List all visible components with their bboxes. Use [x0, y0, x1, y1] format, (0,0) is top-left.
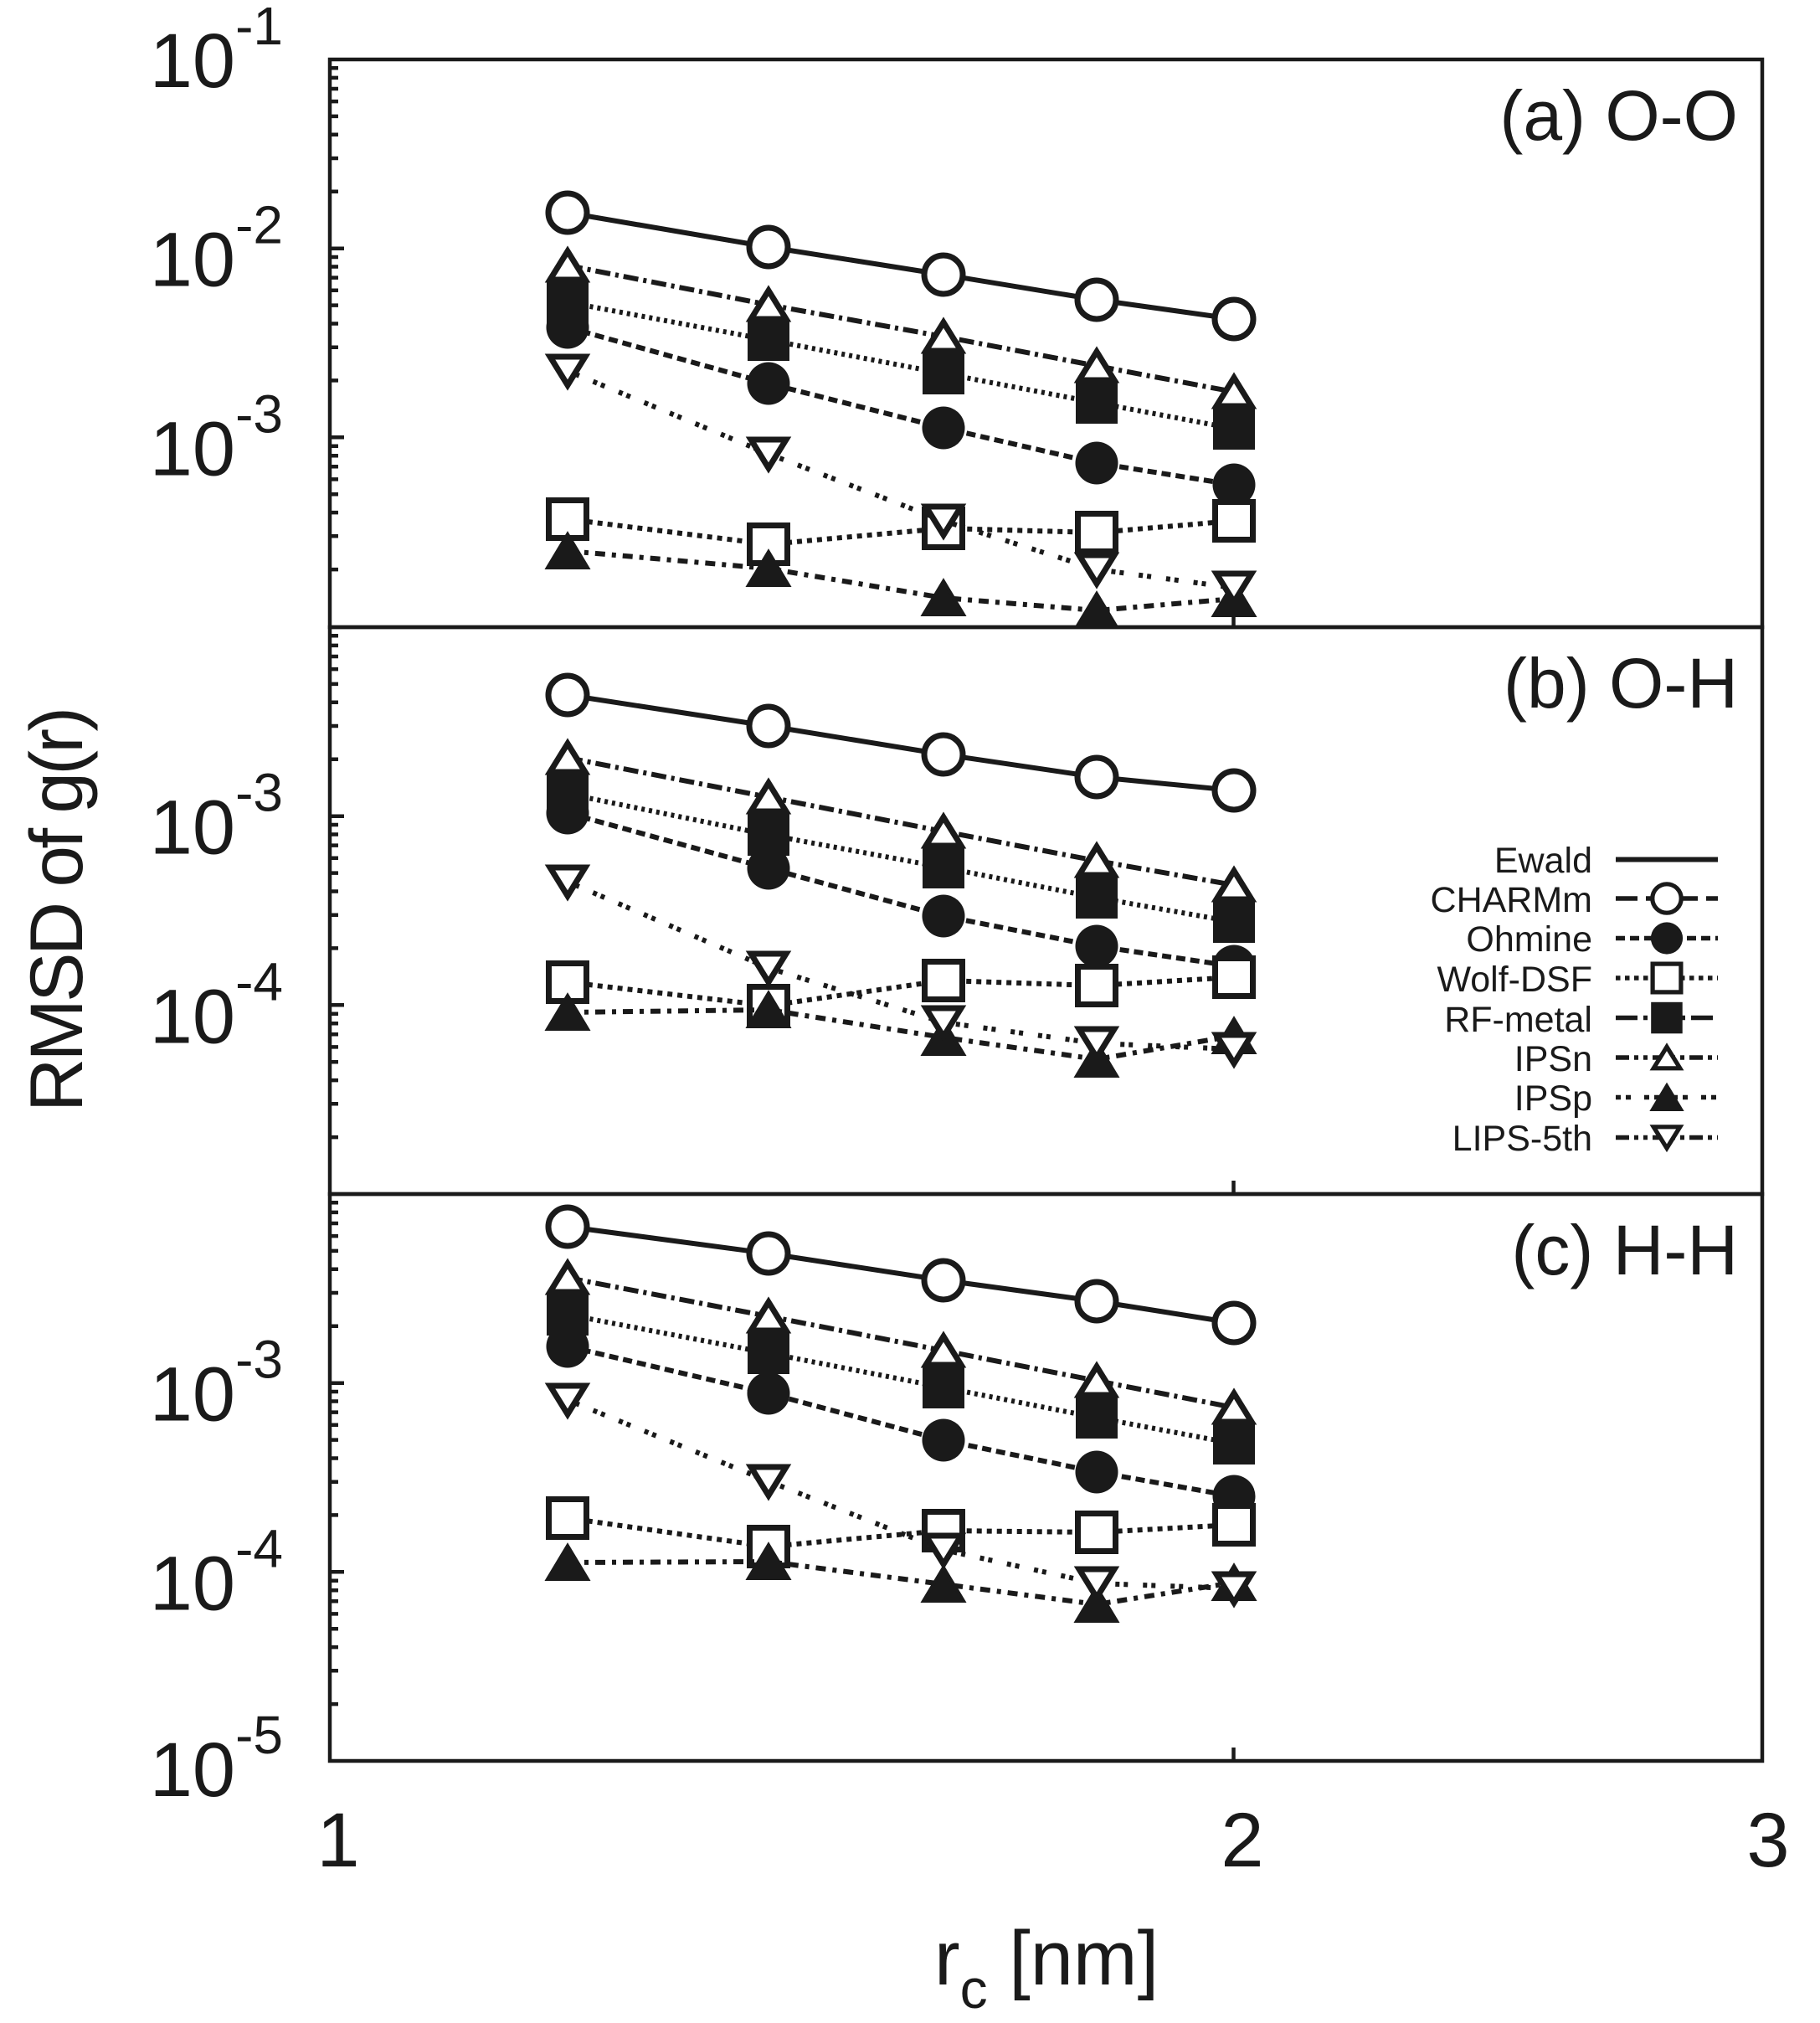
svg-text:3: 3: [1746, 1798, 1789, 1883]
svg-text:CHARMm: CHARMm: [1431, 880, 1592, 920]
svg-text:Wolf-DSF: Wolf-DSF: [1437, 960, 1592, 1000]
svg-text:(c) H-H: (c) H-H: [1511, 1211, 1738, 1289]
svg-text:RF-metal: RF-metal: [1444, 1000, 1592, 1040]
svg-text:IPSn: IPSn: [1514, 1039, 1592, 1079]
svg-text:RMSD of g(r): RMSD of g(r): [14, 707, 98, 1112]
svg-text:LIPS-5th: LIPS-5th: [1452, 1119, 1592, 1159]
svg-text:(a) O-O: (a) O-O: [1499, 76, 1738, 155]
svg-text:IPSp: IPSp: [1514, 1078, 1592, 1119]
svg-text:(b) O-H: (b) O-H: [1504, 644, 1738, 723]
svg-text:Ewald: Ewald: [1494, 841, 1592, 881]
svg-text:1: 1: [316, 1798, 359, 1883]
svg-text:Ohmine: Ohmine: [1466, 919, 1592, 960]
svg-text:2: 2: [1221, 1798, 1263, 1883]
